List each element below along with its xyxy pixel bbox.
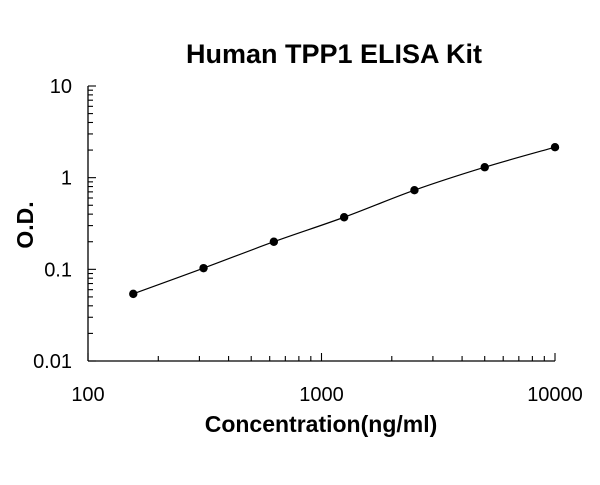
data-point [550,142,560,152]
data-point [129,289,138,299]
y-tick-label: 0.1 [44,259,72,281]
chart-title: Human TPP1 ELISA Kit [185,39,483,69]
data-point [199,263,208,273]
x-tick-label: 1000 [299,384,344,406]
data-points [129,142,560,299]
y-tick-label: 0.01 [33,351,72,373]
y-tick-label: 10 [50,76,72,98]
x-axis-label: Concentration(ng/ml) [204,411,438,437]
x-tick-label: 10000 [527,384,583,406]
data-point [410,185,419,195]
x-tick-label: 100 [71,384,104,406]
data-point [480,163,489,172]
data-point [269,237,279,246]
axes [87,85,556,362]
data-point [339,213,349,222]
y-tick-label: 1 [61,168,72,190]
tick-labels: 100 1000 10000 0.01 0.1 1 10 [33,76,583,406]
